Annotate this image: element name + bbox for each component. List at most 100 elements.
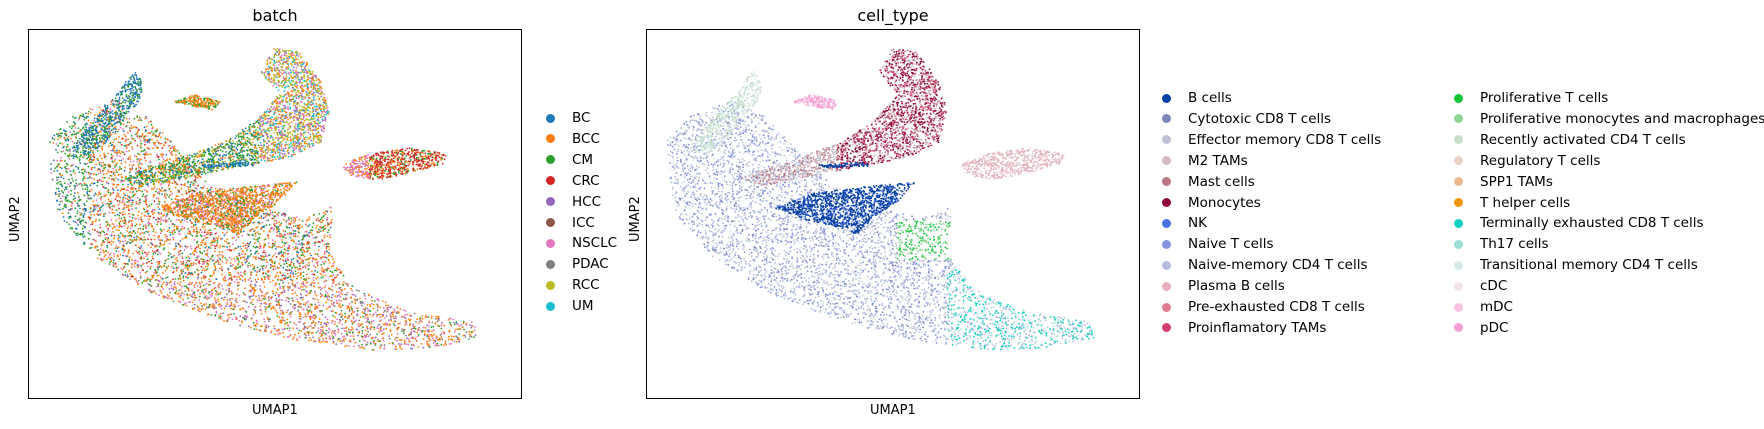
scatter-point: [301, 220, 304, 223]
scatter-point: [214, 227, 217, 230]
scatter-point: [324, 341, 327, 343]
scatter-point: [410, 331, 413, 334]
scatter-point: [83, 235, 86, 238]
scatter-point: [180, 288, 182, 291]
scatter-point: [297, 310, 299, 313]
scatter-point: [173, 149, 176, 152]
scatter-point: [350, 307, 353, 310]
scatter-point: [473, 329, 476, 332]
scatter-point: [257, 257, 260, 259]
scatter-point: [373, 300, 376, 302]
scatter-point: [190, 283, 193, 285]
scatter-point: [81, 188, 84, 190]
scatter-point: [455, 322, 458, 325]
scatter-point: [265, 258, 268, 261]
scatter-point: [83, 182, 86, 185]
scatter-point: [268, 224, 271, 226]
scatter-point: [114, 132, 117, 135]
scatter-point: [123, 266, 126, 268]
scatter-point: [167, 297, 170, 300]
scatter-point: [403, 329, 405, 331]
scatter-point: [119, 152, 122, 155]
scatter-point: [144, 195, 147, 198]
scatter-point: [412, 344, 415, 347]
scatter-point: [167, 184, 170, 187]
scatter-point: [260, 290, 263, 293]
scatter-point: [300, 258, 303, 261]
scatter-point: [380, 329, 383, 332]
scatter-point: [225, 279, 227, 282]
scatter-point: [82, 230, 85, 233]
scatter-point: [74, 200, 76, 203]
scatter-point: [93, 194, 96, 197]
scatter-point: [377, 338, 380, 341]
scatter-point: [368, 321, 371, 324]
scatter-point: [96, 249, 99, 251]
scatter-point: [379, 320, 381, 323]
scatter-point: [125, 145, 128, 148]
scatter-point: [271, 217, 274, 220]
scatter-point: [286, 272, 289, 275]
scatter-point: [72, 220, 75, 223]
scatter-point: [306, 308, 308, 311]
scatter-point: [279, 271, 281, 273]
scatter-point: [331, 282, 334, 284]
scatter-point: [304, 315, 307, 318]
scatter-point: [131, 148, 134, 150]
scatter-point: [319, 286, 322, 289]
scatter-point: [218, 315, 221, 317]
scatter-point: [322, 276, 325, 278]
scatter-point: [280, 304, 283, 307]
scatter-point: [221, 273, 223, 276]
scatter-point: [434, 339, 437, 342]
scatter-point: [79, 211, 81, 214]
scatter-point: [274, 211, 276, 214]
scatter-point: [175, 150, 177, 153]
scatter-point: [162, 244, 164, 247]
scatter-point: [122, 197, 125, 199]
scatter-point: [398, 343, 400, 345]
scatter-point: [190, 264, 193, 267]
scatter-point: [367, 335, 370, 337]
scatter-point: [121, 201, 123, 204]
scatter-point: [180, 285, 183, 288]
scatter-point: [180, 294, 182, 297]
scatter-point: [202, 288, 205, 291]
scatter-point: [344, 320, 347, 323]
scatter-point: [327, 258, 330, 261]
scatter-point: [447, 318, 450, 321]
scatter-point: [189, 185, 192, 188]
scatter-point: [367, 330, 370, 333]
scatter-point: [101, 180, 104, 183]
scatter-point: [339, 340, 342, 343]
scatter-point: [324, 224, 326, 227]
scatter-point: [214, 247, 217, 250]
scatter-point: [243, 287, 246, 290]
scatter-point: [257, 233, 260, 235]
scatter-point: [298, 318, 301, 320]
scatter-point: [130, 188, 132, 191]
scatter-point: [171, 182, 174, 185]
scatter-point: [282, 336, 285, 338]
scatter-point: [387, 304, 390, 307]
scatter-point: [82, 236, 85, 238]
scatter-point: [301, 246, 304, 249]
scatter-point: [325, 245, 328, 248]
scatter-point: [214, 267, 217, 270]
scatter-point: [364, 297, 367, 300]
scatter-point: [348, 340, 351, 342]
scatter-point: [102, 213, 105, 216]
scatter-point: [359, 300, 362, 303]
scatter-point: [255, 256, 257, 259]
scatter-point: [265, 266, 267, 269]
scatter-point: [326, 321, 329, 323]
scatter-point: [308, 277, 310, 280]
scatter-point: [165, 239, 168, 242]
scatter-point: [301, 238, 303, 241]
scatter-point: [145, 255, 148, 257]
scatter-point: [123, 206, 126, 209]
scatter-point: [84, 221, 87, 224]
scatter-point: [260, 325, 263, 327]
scatter-point: [141, 249, 144, 252]
scatter-point: [447, 335, 450, 338]
